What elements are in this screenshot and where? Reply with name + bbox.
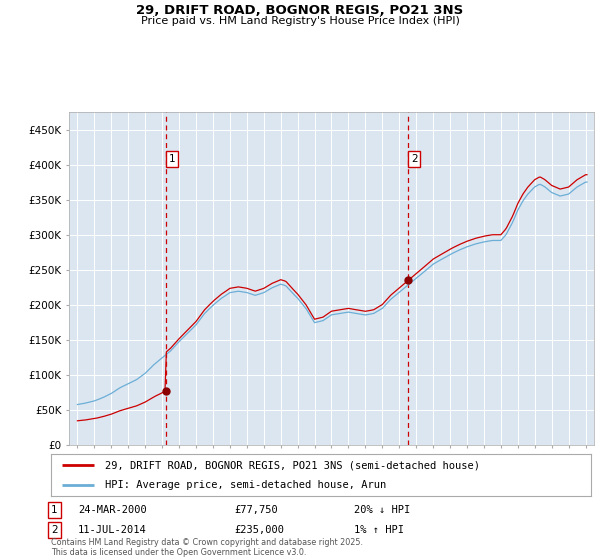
Text: 20% ↓ HPI: 20% ↓ HPI	[354, 505, 410, 515]
Text: £77,750: £77,750	[234, 505, 278, 515]
Text: 2: 2	[51, 525, 58, 535]
Text: 11-JUL-2014: 11-JUL-2014	[78, 525, 147, 535]
Text: 2: 2	[411, 154, 418, 164]
Text: 1: 1	[169, 154, 175, 164]
Text: 29, DRIFT ROAD, BOGNOR REGIS, PO21 3NS (semi-detached house): 29, DRIFT ROAD, BOGNOR REGIS, PO21 3NS (…	[105, 460, 480, 470]
Text: £235,000: £235,000	[234, 525, 284, 535]
Text: 24-MAR-2000: 24-MAR-2000	[78, 505, 147, 515]
Text: 29, DRIFT ROAD, BOGNOR REGIS, PO21 3NS: 29, DRIFT ROAD, BOGNOR REGIS, PO21 3NS	[136, 4, 464, 17]
Text: Price paid vs. HM Land Registry's House Price Index (HPI): Price paid vs. HM Land Registry's House …	[140, 16, 460, 26]
Text: 1: 1	[51, 505, 58, 515]
Text: Contains HM Land Registry data © Crown copyright and database right 2025.
This d: Contains HM Land Registry data © Crown c…	[51, 538, 363, 557]
Text: 1% ↑ HPI: 1% ↑ HPI	[354, 525, 404, 535]
Text: HPI: Average price, semi-detached house, Arun: HPI: Average price, semi-detached house,…	[105, 480, 386, 490]
